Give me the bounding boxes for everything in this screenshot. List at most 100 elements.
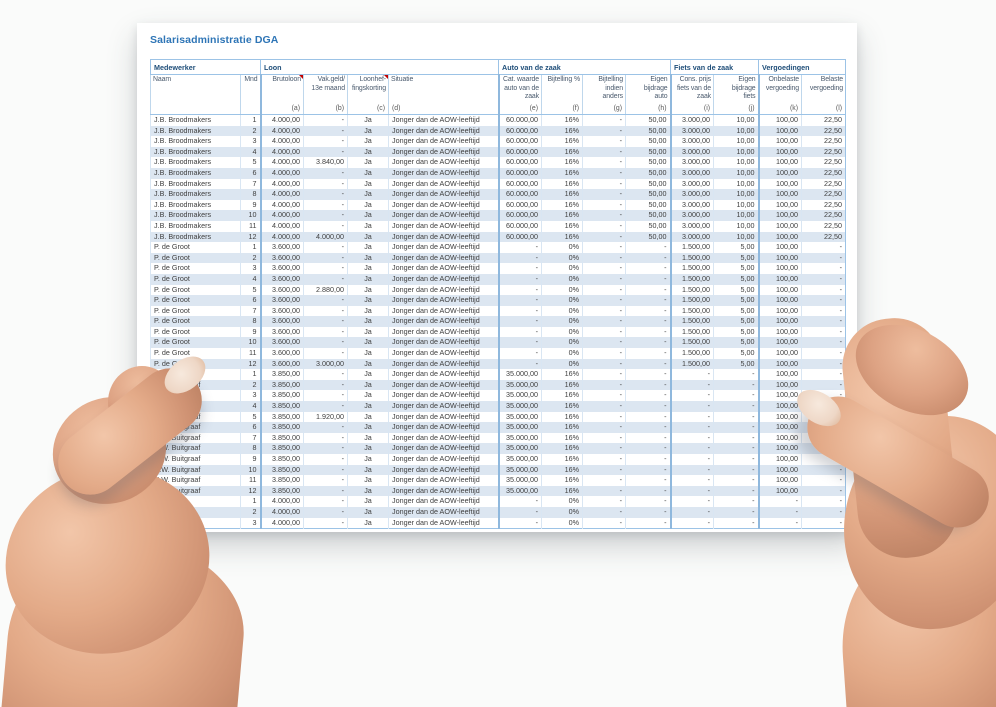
table-cell: 3.600,00 xyxy=(259,358,304,370)
table-cell: - xyxy=(582,475,626,486)
table-cell: - xyxy=(801,475,846,486)
table-cell: 3.600,00 xyxy=(259,242,304,253)
table-cell: - xyxy=(582,199,626,211)
table-cell: 1.500,00 xyxy=(669,305,714,317)
table-cell: 1.500,00 xyxy=(669,263,714,274)
table-cell: - xyxy=(624,369,671,380)
table-cell: 50,00 xyxy=(624,136,671,147)
table-cell: 16% xyxy=(541,199,583,211)
table-cell: Ja xyxy=(347,443,389,454)
table-cell: 10,00 xyxy=(713,189,759,200)
table-cell: 100,00 xyxy=(757,231,802,243)
table-cell: 60.000,00 xyxy=(497,114,542,126)
table-cell: - xyxy=(303,506,348,518)
table-cell: 4.000,00 xyxy=(259,199,304,211)
table-cell: Ja xyxy=(347,496,389,507)
table-cell: 50,00 xyxy=(624,210,671,221)
table-cell: - xyxy=(669,443,714,454)
table-cell: - xyxy=(669,454,714,465)
column-letter: (l) xyxy=(801,103,846,115)
table-cell: Jonger dan de AOW-leeftijd xyxy=(388,114,499,126)
table-cell: 60.000,00 xyxy=(497,167,542,179)
table-cell: - xyxy=(801,305,846,317)
table-cell: 3.000,00 xyxy=(669,114,714,126)
table-cell: - xyxy=(303,475,348,486)
column-header: Onbelaste vergoeding xyxy=(757,74,802,103)
table-cell: - xyxy=(497,263,542,274)
table-cell: 8 xyxy=(240,189,261,200)
table-cell: - xyxy=(624,295,671,306)
salary-table: Medewerker Loon Auto van de zaak Fiets van … xyxy=(150,59,847,530)
table-cell: 5,00 xyxy=(713,305,759,317)
table-cell: 8 xyxy=(240,443,261,454)
column-letter: (j) xyxy=(713,103,759,115)
table-cell: 100,00 xyxy=(757,475,802,486)
table-cell: 100,00 xyxy=(757,485,802,497)
table-cell: Jonger dan de AOW-leeftijd xyxy=(388,178,499,190)
table-cell: P. de Groot xyxy=(150,284,241,296)
table-cell: - xyxy=(582,157,626,168)
table-cell: Jonger dan de AOW-leeftijd xyxy=(388,369,499,380)
table-row: J.B. Broodmakers 2 4.000,00- Ja Jonger dan d… xyxy=(150,125,846,137)
column-header: Cons. prijs fiets van de zaak xyxy=(669,74,714,103)
table-cell: 3.600,00 xyxy=(259,305,304,317)
table-cell: - xyxy=(582,316,626,327)
table-cell: - xyxy=(582,189,626,200)
table-cell: 2 xyxy=(240,506,261,518)
table-cell: 3.600,00 xyxy=(259,295,304,306)
table-cell: 1.500,00 xyxy=(669,252,714,264)
table-cell: Jonger dan de AOW-leeftijd xyxy=(388,496,499,507)
table-cell: - xyxy=(801,464,846,476)
table-cell: - xyxy=(303,401,348,412)
table-cell: 100,00 xyxy=(757,189,802,200)
table-cell: 35.000,00 xyxy=(497,411,542,423)
table-cell: Jonger dan de AOW-leeftijd xyxy=(388,220,499,232)
table-cell: P. de Groot xyxy=(150,326,241,338)
table-cell: - xyxy=(582,464,626,476)
table-cell: P. de Groot xyxy=(150,295,241,306)
table-cell: 3.600,00 xyxy=(259,273,304,285)
group-header: Auto van de zaak xyxy=(497,59,672,75)
table-cell: - xyxy=(303,369,348,380)
table-cell: 35.000,00 xyxy=(497,379,542,391)
table-cell: P. de Groot xyxy=(150,305,241,317)
table-cell: 60.000,00 xyxy=(497,146,542,158)
table-cell: 22,50 xyxy=(801,178,846,190)
table-cell: - xyxy=(582,348,626,359)
table-cell: - xyxy=(713,443,759,454)
table-cell: 100,00 xyxy=(757,337,802,349)
table-row: P. de Groot 11 3.600,00- Ja Jonger dan de AO… xyxy=(150,348,846,359)
table-cell: - xyxy=(303,252,348,264)
table-cell: - xyxy=(669,517,714,529)
column-letter: (f) xyxy=(541,103,583,115)
table-cell: - xyxy=(303,189,348,200)
table-cell: Jonger dan de AOW-leeftijd xyxy=(388,242,499,253)
table-cell: 0% xyxy=(541,337,583,349)
table-cell: 9 xyxy=(240,199,261,211)
table-cell: 100,00 xyxy=(757,316,802,327)
table-cell: - xyxy=(497,273,542,285)
table-cell: - xyxy=(582,326,626,338)
table-cell: - xyxy=(303,464,348,476)
table-cell: 7 xyxy=(240,305,261,317)
table-cell: 5 xyxy=(240,284,261,296)
table-cell: - xyxy=(582,231,626,243)
column-header: Vak.geld/ 13e maand xyxy=(303,74,348,103)
column-letter: (c) xyxy=(347,103,389,115)
group-header: Medewerker xyxy=(150,59,261,75)
table-cell: 12 xyxy=(240,485,261,497)
table-cell: 100,00 xyxy=(757,379,802,391)
table-cell: 1 xyxy=(240,114,261,126)
table-cell: Jonger dan de AOW-leeftijd xyxy=(388,517,499,529)
column-header: Cat. waarde auto van de zaak xyxy=(497,74,542,103)
column-header: Bijtelling indien anders xyxy=(582,74,626,103)
table-cell: - xyxy=(582,284,626,296)
table-cell: 3.000,00 xyxy=(669,231,714,243)
table-cell: - xyxy=(303,136,348,147)
table-cell: 10,00 xyxy=(713,157,759,168)
table-cell: 8 xyxy=(240,316,261,327)
table-cell: 5 xyxy=(240,411,261,423)
table-cell: 3.850,00 xyxy=(259,411,304,423)
